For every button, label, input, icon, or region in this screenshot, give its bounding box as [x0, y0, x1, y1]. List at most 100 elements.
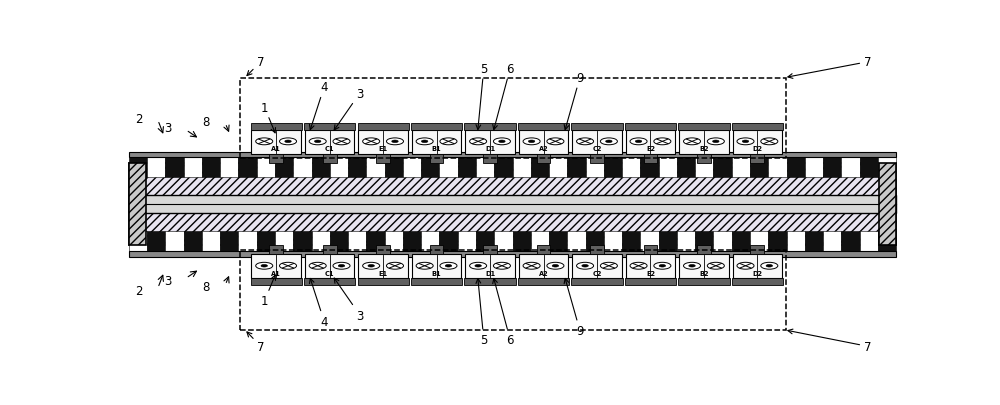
Bar [823, 158, 841, 178]
Bar [220, 158, 238, 178]
Bar [768, 158, 787, 178]
Bar [537, 246, 550, 254]
Text: B1: B1 [432, 146, 441, 152]
Bar [358, 279, 409, 286]
Bar [476, 158, 494, 178]
Circle shape [630, 263, 647, 269]
Bar [622, 158, 640, 178]
Circle shape [363, 263, 380, 269]
Text: 1: 1 [261, 275, 275, 308]
Bar [518, 279, 569, 286]
Bar [412, 254, 461, 279]
Circle shape [547, 139, 564, 145]
Circle shape [683, 139, 701, 145]
Bar [750, 231, 768, 251]
Bar [202, 231, 220, 251]
Bar [483, 155, 497, 163]
Bar [678, 124, 730, 130]
Bar [572, 130, 622, 155]
Circle shape [552, 265, 559, 267]
Text: A1: A1 [271, 270, 281, 276]
Bar [165, 231, 184, 251]
Bar [184, 231, 202, 251]
Bar [348, 231, 366, 251]
Bar [679, 254, 729, 279]
Circle shape [761, 139, 778, 145]
Circle shape [493, 263, 510, 269]
Text: 2: 2 [135, 112, 143, 125]
Bar [860, 231, 878, 251]
Circle shape [280, 139, 297, 145]
Bar [732, 158, 750, 178]
Bar [678, 279, 730, 286]
Bar [732, 231, 750, 251]
Circle shape [528, 141, 535, 143]
Text: 3: 3 [164, 122, 171, 134]
Bar [411, 279, 462, 286]
Bar [165, 158, 184, 178]
Bar [823, 231, 841, 251]
Bar [805, 231, 823, 251]
Bar [841, 158, 860, 178]
Circle shape [547, 263, 564, 269]
Text: 8: 8 [203, 281, 210, 294]
Bar [304, 279, 355, 286]
Bar [238, 158, 257, 178]
Text: 4: 4 [309, 279, 328, 328]
Bar [531, 158, 549, 178]
Bar [305, 130, 354, 155]
Bar [358, 130, 408, 155]
Bar [312, 231, 330, 251]
Text: 6: 6 [493, 279, 514, 346]
Circle shape [654, 139, 671, 145]
Bar [878, 158, 896, 178]
Text: B2: B2 [699, 146, 709, 152]
Bar [464, 279, 516, 286]
Bar [412, 130, 461, 155]
Text: 7: 7 [247, 56, 264, 77]
Bar [251, 254, 301, 279]
Bar [129, 164, 896, 245]
Bar [366, 231, 385, 251]
Bar [644, 155, 657, 163]
Text: C1: C1 [325, 270, 334, 276]
Bar [376, 155, 390, 163]
Text: C2: C2 [592, 146, 602, 152]
Circle shape [577, 263, 594, 269]
Bar [519, 130, 568, 155]
Bar [590, 155, 604, 163]
Circle shape [333, 139, 350, 145]
Text: 7: 7 [247, 332, 264, 353]
Circle shape [470, 263, 487, 269]
Bar [518, 124, 569, 130]
Bar [512, 231, 531, 251]
Circle shape [600, 139, 617, 145]
Text: 3: 3 [164, 275, 171, 288]
Bar [147, 231, 165, 251]
Circle shape [333, 263, 350, 269]
Circle shape [392, 141, 398, 143]
Bar [458, 231, 476, 251]
Circle shape [606, 141, 612, 143]
Circle shape [261, 265, 267, 267]
Bar [733, 130, 782, 155]
Bar [129, 158, 147, 178]
Bar [184, 158, 202, 178]
Bar [240, 79, 786, 158]
Bar [385, 158, 403, 178]
Bar [129, 251, 896, 257]
Bar [787, 231, 805, 251]
Bar [129, 231, 147, 251]
Circle shape [386, 139, 404, 145]
Circle shape [659, 265, 666, 267]
Bar [571, 279, 623, 286]
Bar [567, 158, 586, 178]
Text: D1: D1 [485, 146, 495, 152]
Bar [421, 231, 439, 251]
Text: C1: C1 [325, 146, 334, 152]
Bar [358, 124, 409, 130]
Bar [713, 158, 732, 178]
Bar [733, 254, 782, 279]
Bar [640, 158, 659, 178]
Circle shape [440, 263, 457, 269]
